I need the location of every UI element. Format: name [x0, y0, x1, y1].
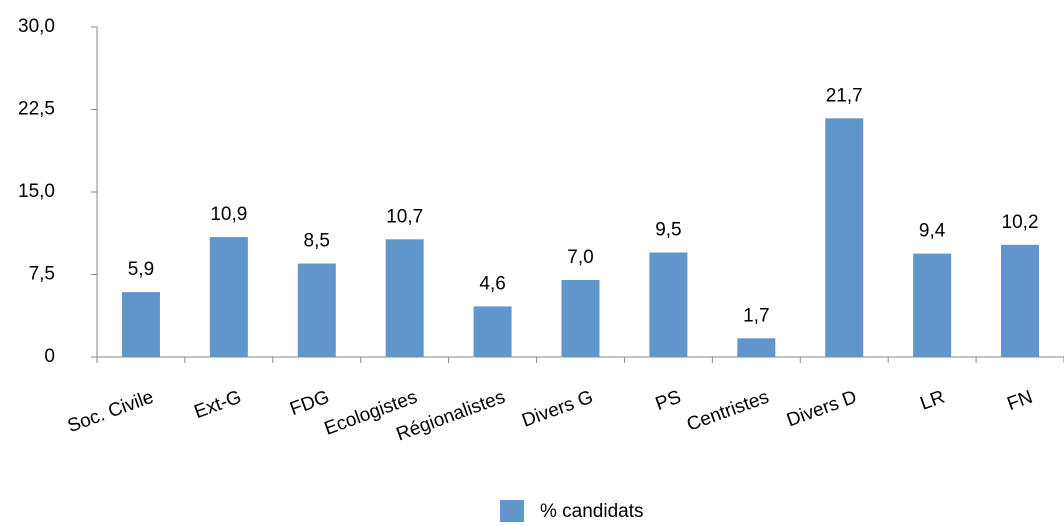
bar	[121, 292, 160, 357]
bar	[297, 263, 336, 357]
data-label: 8,5	[304, 231, 330, 252]
x-tick-label: PS	[653, 387, 684, 415]
x-tick-label: FDG	[287, 387, 332, 420]
data-label: 10,7	[386, 206, 423, 227]
bar	[1001, 244, 1040, 357]
bar	[649, 252, 688, 357]
y-tick-label: 7,5	[29, 264, 55, 285]
y-tick-label: 30,0	[18, 16, 55, 37]
legend-label: % candidats	[540, 501, 644, 522]
y-tick-label: 15,0	[18, 181, 55, 202]
data-label: 10,9	[210, 204, 247, 225]
x-tick-label: Ext-G	[191, 387, 244, 423]
x-tick-label: Centristes	[684, 387, 772, 436]
x-tick-label: Divers G	[519, 387, 596, 432]
bar	[737, 338, 776, 357]
data-label: 1,7	[743, 305, 769, 326]
y-tick-label: 0	[44, 346, 55, 367]
bar	[561, 280, 600, 357]
data-label: 9,5	[655, 220, 681, 241]
x-tick-label: FN	[1004, 387, 1035, 415]
y-tick-label: 22,5	[18, 99, 55, 120]
data-label: 21,7	[826, 85, 863, 106]
data-label: 9,4	[919, 221, 946, 242]
bar	[209, 237, 248, 357]
bar	[473, 306, 512, 357]
data-label: 10,2	[1002, 212, 1039, 233]
x-tick-label: Soc. Civile	[65, 387, 157, 437]
bar	[825, 118, 864, 357]
x-tick-label: LR	[918, 387, 948, 415]
legend-swatch	[500, 500, 524, 522]
data-label: 5,9	[128, 259, 154, 280]
bar	[385, 239, 424, 357]
data-label: 4,6	[479, 273, 505, 294]
x-tick-label: Divers D	[784, 387, 860, 432]
data-label: 7,0	[567, 247, 593, 268]
bar	[913, 253, 952, 357]
